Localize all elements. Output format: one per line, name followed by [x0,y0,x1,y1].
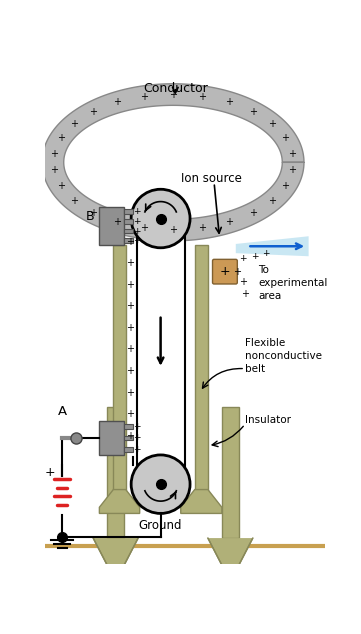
Text: +: + [57,181,65,191]
Bar [195,245,208,507]
Text: +: + [89,208,97,218]
Text: +: + [126,366,134,376]
Text: +: + [239,278,247,287]
Text: +: + [126,258,134,268]
Bar [124,424,134,429]
Text: +: + [126,387,134,398]
Text: +: + [133,236,140,245]
Text: +: + [133,226,140,236]
Polygon shape [181,489,222,514]
Text: Conductor: Conductor [143,82,208,95]
Bar [124,209,134,214]
Text: +: + [198,223,206,233]
Text: +: + [249,208,257,218]
Text: B: B [86,210,94,224]
Text: +: + [169,89,177,100]
Text: +: + [249,107,257,117]
Circle shape [131,190,190,248]
Polygon shape [42,84,304,241]
Text: A: A [58,404,67,418]
Bar [107,407,124,538]
Text: +: + [262,249,270,259]
Polygon shape [99,489,140,514]
Text: +: + [288,165,296,176]
Bar [99,420,124,455]
Circle shape [131,455,190,514]
Bar [222,407,239,538]
Text: +: + [133,422,140,431]
Text: +: + [126,280,134,290]
Text: Flexible
nonconductive
belt: Flexible nonconductive belt [245,338,322,374]
Text: +: + [126,409,134,419]
Text: To
experimental
area: To experimental area [258,265,328,301]
Text: +: + [70,119,78,129]
Text: +: + [50,165,58,176]
Text: +: + [44,466,55,479]
Text: +: + [70,196,78,206]
Text: +: + [113,98,121,107]
Bar [124,229,134,233]
FancyBboxPatch shape [213,259,237,284]
Text: +: + [140,91,148,101]
Text: +: + [169,225,177,235]
Polygon shape [236,236,309,256]
Bar [124,436,134,440]
Bar [124,238,134,243]
Text: +: + [251,252,258,261]
Bar [124,447,134,452]
Text: +: + [50,149,58,159]
Text: +: + [113,217,121,228]
Text: +: + [133,445,140,454]
Text: +: + [233,268,241,278]
Text: +: + [268,119,276,129]
Text: Ion source: Ion source [181,172,242,185]
Bar [136,230,184,492]
Text: +: + [126,323,134,333]
Text: +: + [241,289,249,299]
Text: +: + [225,217,233,228]
Text: +: + [126,344,134,354]
Text: +: + [133,217,140,226]
Text: +: + [239,254,247,263]
Text: +: + [225,98,233,107]
Text: +: + [133,207,140,216]
Bar [99,207,124,245]
Text: +: + [281,181,289,191]
Text: +: + [126,301,134,311]
Text: +: + [89,107,97,117]
Text: +: + [57,133,65,143]
Text: +: + [126,430,134,441]
Bar [124,219,134,224]
Text: +: + [133,434,140,443]
Text: Insulator: Insulator [245,415,291,425]
Text: +: + [288,149,296,159]
Text: +: + [140,223,148,233]
Text: +: + [281,133,289,143]
Polygon shape [93,538,138,565]
Text: +: + [219,265,230,278]
Text: Ground: Ground [139,519,182,532]
Text: +: + [198,91,206,101]
Bar [113,245,126,507]
Text: +: + [126,236,134,247]
Polygon shape [208,538,253,565]
Text: +: + [268,196,276,206]
